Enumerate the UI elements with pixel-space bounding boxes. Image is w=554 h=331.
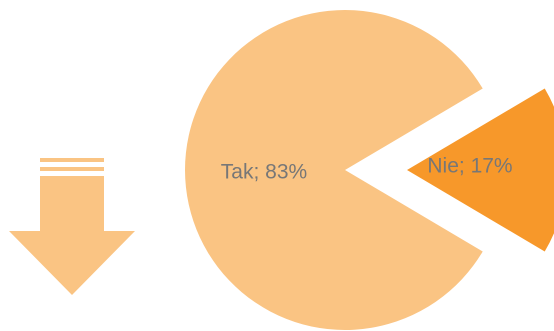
pie-slice-nie — [407, 88, 554, 252]
pie-slice-label-tak: Tak; 83% — [221, 161, 307, 184]
pie-slice-label-nie: Nie; 17% — [427, 155, 512, 178]
pie-slice-tak — [185, 9, 483, 331]
down-arrow-body — [9, 176, 135, 295]
down-arrow-icon — [9, 158, 135, 295]
pie-chart: Tak; 83% Nie; 17% — [185, 9, 554, 331]
down-arrow-stripe-top — [40, 158, 104, 162]
down-arrow-stripe-mid — [40, 167, 104, 171]
